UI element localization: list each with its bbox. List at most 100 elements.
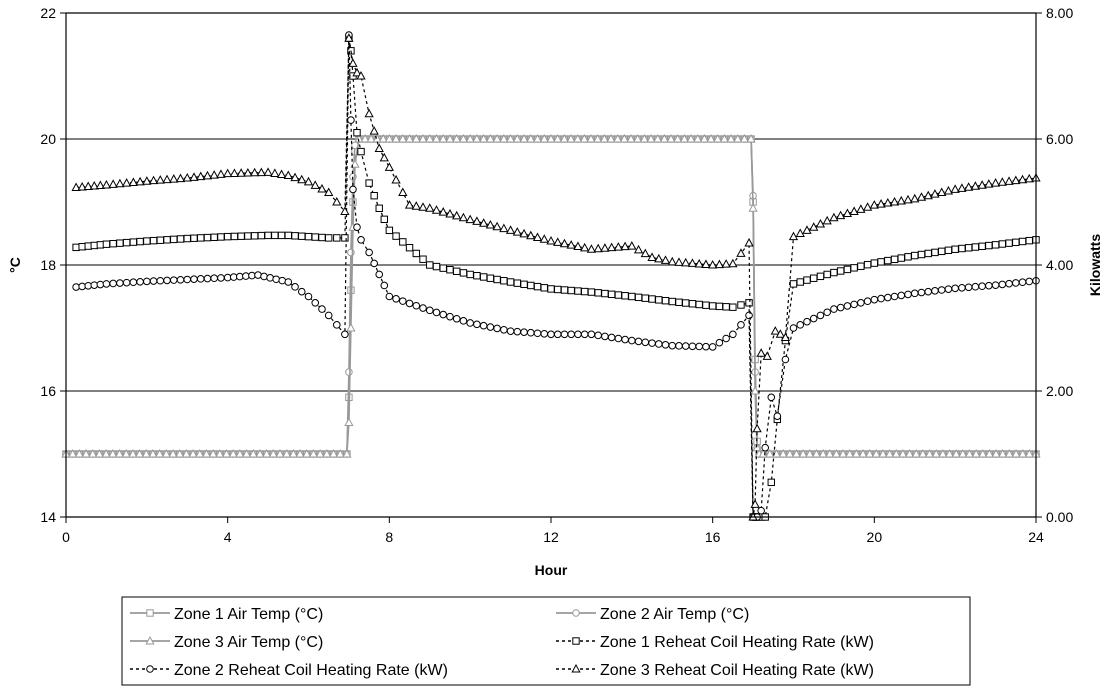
data-point-circle — [958, 283, 966, 292]
data-point-triangle — [418, 133, 428, 143]
data-point-triangle — [317, 183, 327, 193]
data-point-square — [911, 251, 919, 260]
series-layer — [61, 31, 1041, 521]
data-point-triangle — [620, 241, 630, 251]
data-point-square — [264, 231, 272, 240]
data-point-square — [357, 147, 365, 156]
data-point-circle — [614, 334, 623, 343]
data-point-square — [156, 236, 165, 244]
data-point-triangle — [748, 203, 758, 212]
data-point-square — [439, 264, 447, 272]
legend-entry: Zone 3 Reheat Coil Heating Rate (kW) — [556, 662, 874, 679]
x-tick-label: 4 — [224, 529, 232, 545]
data-point-square — [964, 244, 973, 252]
data-point-square — [917, 250, 926, 259]
data-point-circle — [392, 295, 400, 303]
data-point-triangle — [101, 448, 111, 458]
data-point-triangle — [788, 231, 799, 241]
data-point-triangle — [931, 448, 941, 458]
data-point-square — [715, 302, 724, 311]
data-point-circle — [781, 355, 790, 364]
data-point-triangle — [639, 133, 650, 143]
data-point-triangle — [647, 252, 657, 261]
data-point-square — [419, 255, 427, 263]
data-point-triangle — [452, 210, 462, 220]
data-point-square — [1012, 238, 1020, 247]
data-point-circle — [357, 236, 365, 244]
data-point-triangle — [452, 133, 462, 143]
data-point-square — [607, 290, 616, 298]
data-point-triangle — [411, 201, 421, 210]
data-point-triangle — [332, 196, 342, 206]
data-point-triangle — [896, 195, 906, 205]
data-point-circle — [843, 302, 852, 310]
data-point-triangle — [384, 133, 394, 143]
data-point-circle — [708, 343, 717, 351]
data-point-square — [399, 238, 407, 246]
data-point-triangle — [778, 448, 788, 458]
data-point-triangle — [791, 448, 802, 458]
data-point-circle — [533, 329, 542, 338]
data-point-triangle — [606, 133, 616, 143]
data-point-square — [146, 609, 154, 617]
data-point-circle — [695, 342, 703, 351]
data-point-square — [884, 256, 892, 265]
data-point-circle — [96, 280, 105, 289]
data-point-square — [810, 274, 818, 282]
data-point-triangle — [181, 448, 192, 458]
data-point-triangle — [114, 448, 125, 458]
data-point-triangle — [619, 133, 629, 143]
data-point-triangle — [884, 448, 895, 458]
data-point-triangle — [215, 448, 225, 458]
data-point-circle — [910, 289, 919, 298]
data-point-square — [405, 243, 414, 252]
data-point-square — [72, 243, 80, 252]
x-tick-label: 0 — [62, 529, 70, 545]
data-point-circle — [196, 275, 205, 283]
data-point-square — [190, 234, 198, 242]
data-point-triangle — [586, 244, 597, 253]
data-point-triangle — [512, 133, 522, 143]
legend: Zone 1 Air Temp (°C) Zone 2 Air Temp (°C)… — [121, 596, 971, 686]
legend-label: Zone 2 Air Temp (°C) — [600, 606, 749, 623]
series-3 — [61, 133, 1041, 458]
data-point-triangle — [802, 225, 812, 234]
data-point-square — [668, 297, 676, 306]
data-point-triangle — [849, 206, 859, 215]
data-point-triangle — [188, 448, 198, 458]
data-point-triangle — [88, 448, 98, 458]
data-point-triangle — [809, 222, 819, 231]
data-point-triangle — [553, 237, 563, 246]
data-point-square — [890, 255, 899, 264]
data-point-circle — [190, 275, 198, 283]
data-point-triangle — [268, 448, 278, 458]
data-point-square — [722, 303, 730, 311]
data-point-circle — [863, 297, 872, 306]
data-point-triangle — [798, 448, 808, 458]
data-point-circle — [890, 292, 899, 301]
data-point-square — [426, 261, 434, 269]
data-point-square — [695, 300, 703, 309]
data-point-square — [958, 244, 966, 253]
data-point-square — [850, 264, 858, 272]
data-point-square — [998, 240, 1007, 248]
data-point-triangle — [593, 243, 603, 253]
data-point-circle — [823, 308, 831, 317]
data-point-square — [291, 232, 299, 240]
data-point-square — [90, 241, 98, 250]
data-point-triangle — [613, 133, 623, 143]
data-point-triangle — [209, 170, 219, 179]
data-point-triangle — [770, 326, 780, 335]
data-point-circle — [877, 294, 885, 303]
data-point-circle — [90, 281, 99, 289]
data-point-triangle — [532, 133, 543, 143]
data-point-triangle — [512, 227, 522, 236]
data-point-triangle — [681, 257, 691, 267]
data-point-triangle — [438, 207, 448, 216]
data-point-triangle — [374, 143, 384, 152]
data-point-circle — [1025, 277, 1034, 286]
data-point-triangle — [829, 212, 839, 222]
data-point-triangle — [805, 448, 815, 458]
data-point-square — [432, 262, 441, 271]
data-point-triangle — [851, 448, 861, 458]
